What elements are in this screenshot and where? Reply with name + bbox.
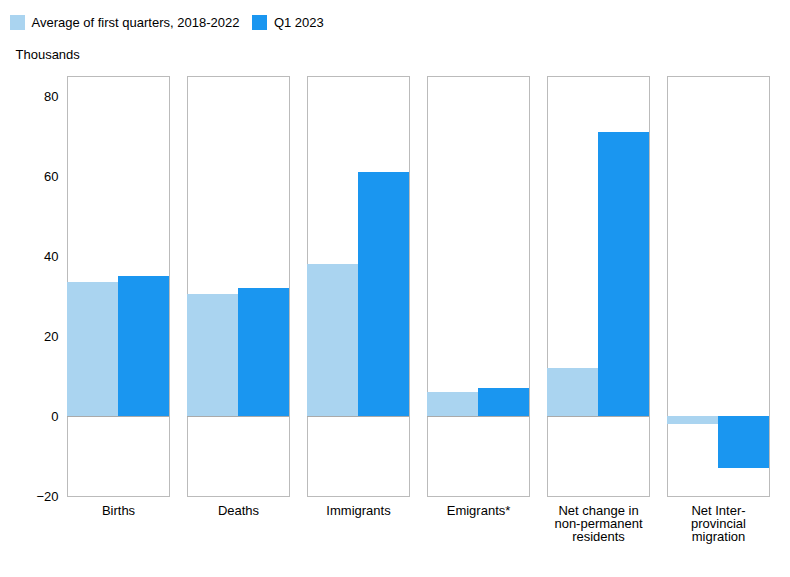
svg-text:−20: −20 xyxy=(36,488,58,503)
svg-text:40: 40 xyxy=(44,248,58,263)
svg-text:Immigrants: Immigrants xyxy=(326,502,391,517)
svg-text:0: 0 xyxy=(51,408,58,423)
svg-text:Net Inter-provincialmigration: Net Inter-provincialmigration xyxy=(691,502,746,543)
html-text:Average of first quarters, 201: Average of first quarters, 2018-2022 xyxy=(31,15,240,30)
svg-text:Thousands: Thousands xyxy=(16,46,81,61)
svg-text:Births: Births xyxy=(102,502,136,517)
svg-text:Emigrants*: Emigrants* xyxy=(447,502,511,517)
svg-text:Net change innon-permanentresi: Net change innon-permanentresidents xyxy=(554,502,643,543)
svg-text:Deaths: Deaths xyxy=(218,502,260,517)
svg-text:20: 20 xyxy=(44,328,58,343)
svg-text:60: 60 xyxy=(44,168,58,183)
html-text:Q1 2023: Q1 2023 xyxy=(273,15,324,30)
svg-text:80: 80 xyxy=(44,88,58,103)
